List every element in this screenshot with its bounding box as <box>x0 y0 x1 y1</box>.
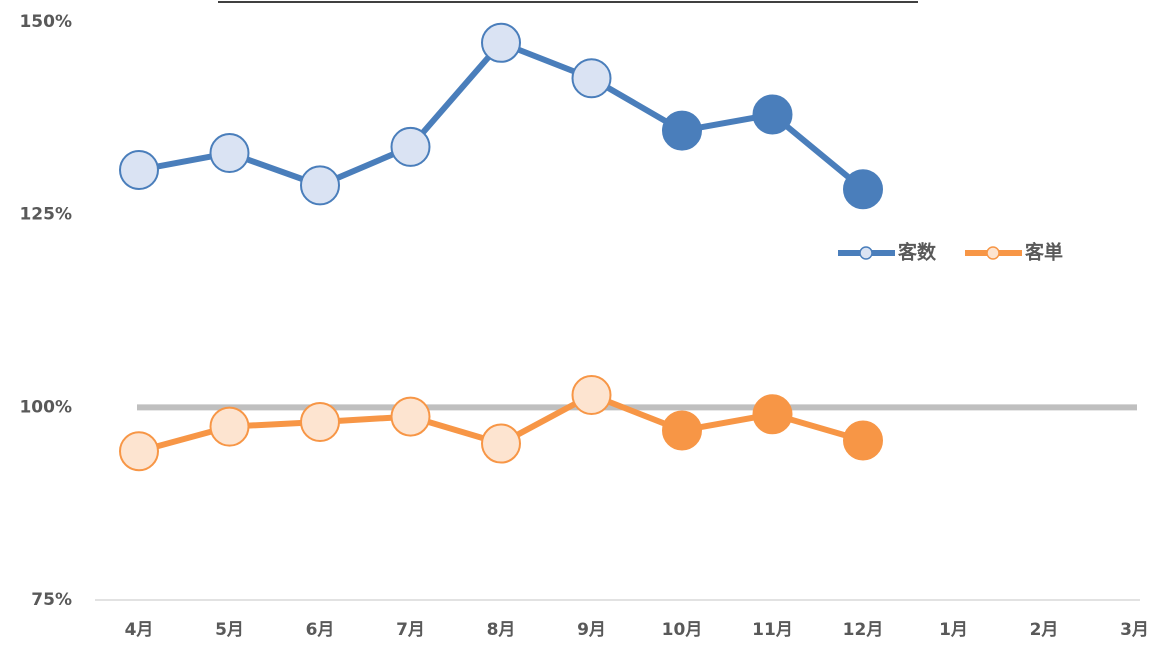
marker <box>119 149 159 190</box>
marker <box>571 58 612 99</box>
marker <box>752 394 793 435</box>
marker <box>390 126 431 167</box>
x-tick-label: 5月 <box>215 620 244 640</box>
marker <box>571 375 612 416</box>
marker <box>390 396 431 437</box>
marker <box>481 423 521 464</box>
x-tick-label: 2月 <box>1030 620 1059 640</box>
x-tick-label: 9月 <box>577 620 606 640</box>
marker <box>481 22 521 63</box>
x-tick-label: 1月 <box>939 620 968 640</box>
x-tick-label: 6月 <box>306 620 335 640</box>
marker <box>843 420 883 461</box>
marker <box>752 94 793 135</box>
marker <box>300 401 340 442</box>
legend-marker <box>986 246 1000 260</box>
legend-label: 客数 <box>898 241 937 264</box>
marker <box>300 165 340 206</box>
y-tick-label: 75% <box>31 590 72 610</box>
x-tick-label: 12月 <box>843 620 884 640</box>
y-tick-label: 125% <box>19 205 72 225</box>
x-tick-label: 3月 <box>1120 620 1149 640</box>
marker <box>843 169 883 210</box>
legend-marker <box>859 246 873 260</box>
legend-label: 客単 <box>1025 241 1063 264</box>
x-tick-label: 8月 <box>487 620 516 640</box>
y-tick-label: 150% <box>19 12 72 32</box>
marker <box>209 133 250 174</box>
y-tick-label: 100% <box>19 397 72 417</box>
marker <box>119 431 159 472</box>
marker <box>209 406 250 447</box>
x-tick-label: 7月 <box>396 620 425 640</box>
x-tick-label: 4月 <box>125 620 154 640</box>
x-tick-label: 10月 <box>662 620 703 640</box>
marker <box>662 110 702 151</box>
x-tick-label: 11月 <box>752 620 793 640</box>
marker <box>662 410 702 451</box>
